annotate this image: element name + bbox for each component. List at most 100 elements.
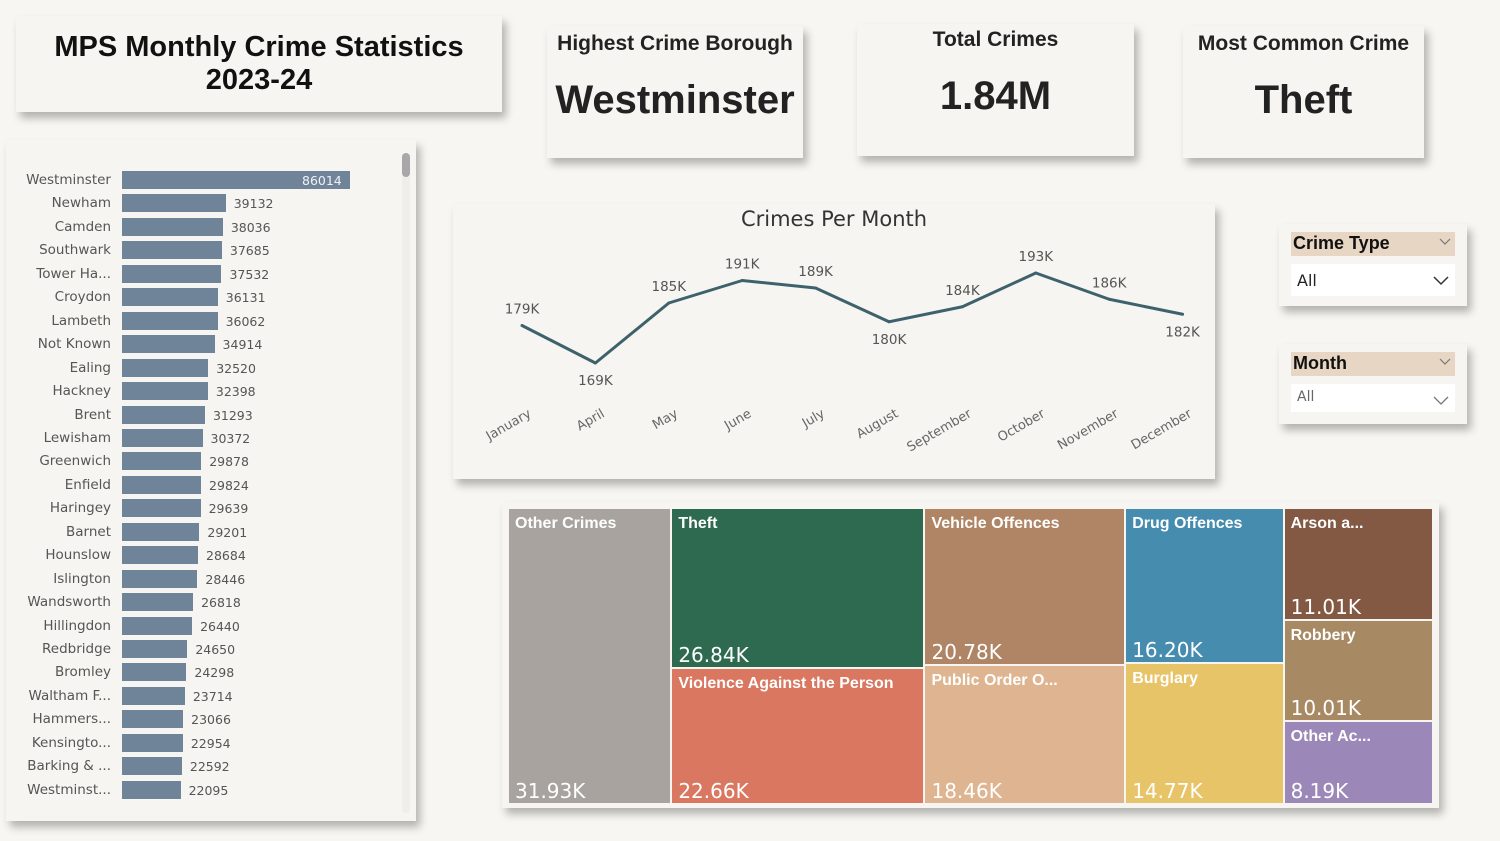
- slicer-header[interactable]: Month: [1291, 352, 1455, 376]
- bar[interactable]: [122, 217, 223, 236]
- bar[interactable]: [122, 569, 198, 588]
- bar-row[interactable]: Bromley 24298: [0, 662, 400, 682]
- bar-row[interactable]: Hammers... 23066: [0, 709, 400, 729]
- bar[interactable]: [122, 733, 183, 752]
- bar-category-label: Wandsworth: [27, 594, 111, 611]
- chevron-down-icon[interactable]: [1439, 356, 1451, 368]
- bar-row[interactable]: Islington 28446: [0, 569, 400, 589]
- bar-data-label: 36131: [225, 290, 266, 306]
- bar[interactable]: [122, 311, 218, 330]
- bar-row[interactable]: Barnet 29201: [0, 522, 400, 542]
- bar-category-label: Waltham F...: [28, 687, 111, 704]
- chevron-down-icon[interactable]: [1439, 236, 1451, 248]
- bar-category-label: Westminst...: [27, 781, 111, 798]
- treemap-tile[interactable]: Theft 26.84K: [671, 508, 925, 669]
- bar[interactable]: [122, 640, 188, 658]
- bar[interactable]: [122, 686, 185, 705]
- bar[interactable]: [122, 452, 202, 471]
- x-tick-label: November: [1055, 406, 1122, 453]
- data-point[interactable]: [887, 320, 891, 324]
- treemap-tile[interactable]: Burglary 14.77K: [1125, 662, 1284, 804]
- data-point[interactable]: [1107, 297, 1111, 301]
- bar-row[interactable]: Not Known 34914: [0, 334, 400, 354]
- crime-type-dropdown[interactable]: All: [1291, 264, 1455, 296]
- treemap-tile-label: Theft: [678, 515, 718, 532]
- bar[interactable]: [122, 405, 205, 424]
- bar-chart-scrollbar-thumb[interactable]: [402, 153, 410, 177]
- data-point[interactable]: [740, 279, 744, 282]
- treemap-tile[interactable]: Arson a... 11.01K: [1283, 508, 1433, 620]
- bar-chart-scrollbar-track[interactable]: [402, 153, 410, 813]
- bar-row[interactable]: Enfield 29824: [0, 475, 400, 495]
- bar[interactable]: [122, 593, 194, 612]
- data-point[interactable]: [593, 361, 597, 365]
- treemap-tile-value: 18.46K: [931, 778, 1002, 803]
- x-tick-label: January: [483, 406, 534, 444]
- series-line[interactable]: [521, 271, 1183, 365]
- data-label: 182K: [1165, 324, 1201, 340]
- bar[interactable]: [122, 663, 187, 682]
- data-point[interactable]: [814, 286, 818, 290]
- bar-row[interactable]: Haringey 29639: [0, 498, 400, 518]
- bar[interactable]: [122, 499, 201, 518]
- bar-data-label: 31293: [212, 407, 253, 423]
- data-point[interactable]: [1181, 312, 1185, 316]
- bar-row[interactable]: Wandsworth 26818: [0, 592, 400, 612]
- bar-category-label: Enfield: [64, 476, 111, 493]
- treemap-tile[interactable]: Public Order O... 18.46K: [924, 664, 1126, 804]
- bar[interactable]: [122, 241, 222, 260]
- data-point[interactable]: [1034, 271, 1038, 275]
- bar-row[interactable]: Tower Ha... 37532: [0, 264, 400, 284]
- data-point[interactable]: [667, 301, 671, 305]
- bar[interactable]: [122, 546, 199, 565]
- bar[interactable]: [122, 264, 222, 283]
- bar[interactable]: [122, 335, 215, 354]
- bar-row[interactable]: Westminster 86014: [0, 170, 400, 190]
- bar-row[interactable]: Hillingdon 26440: [0, 616, 400, 636]
- treemap-tile[interactable]: Violence Against the Person 22.66K: [671, 668, 925, 804]
- bar-row[interactable]: Kensingto... 22954: [0, 733, 400, 753]
- month-dropdown[interactable]: All: [1291, 384, 1455, 412]
- bar-row[interactable]: Lewisham 30372: [0, 428, 400, 448]
- bar-row[interactable]: Brent 31293: [0, 405, 400, 425]
- treemap-tile[interactable]: Robbery 10.01K: [1283, 619, 1433, 721]
- treemap-tile[interactable]: Vehicle Offences 20.78K: [924, 508, 1126, 665]
- bar-row[interactable]: Lambeth 36062: [0, 311, 400, 331]
- bar[interactable]: [122, 757, 182, 776]
- data-point[interactable]: [520, 324, 524, 327]
- bar-row[interactable]: Greenwich 29878: [0, 451, 400, 471]
- treemap-tile-value: 10.01K: [1290, 695, 1361, 720]
- bar[interactable]: [122, 358, 209, 377]
- treemap-tile-label: Burglary: [1132, 669, 1198, 687]
- bar-row[interactable]: Newham 39132: [0, 193, 400, 213]
- bar[interactable]: [122, 171, 350, 189]
- bar-row[interactable]: Waltham F... 23714: [0, 686, 400, 706]
- bar[interactable]: [122, 428, 203, 447]
- bar-row[interactable]: Ealing 32520: [0, 358, 400, 378]
- bar-data-label: 23714: [192, 688, 233, 704]
- bar-row[interactable]: Southwark 37685: [0, 240, 400, 260]
- bar[interactable]: [122, 475, 202, 494]
- bar[interactable]: [122, 710, 184, 729]
- bar-row[interactable]: Hackney 32398: [0, 381, 400, 401]
- bar[interactable]: [122, 382, 208, 401]
- bar[interactable]: [122, 616, 193, 635]
- bar-row[interactable]: Westminst... 22095: [0, 780, 400, 800]
- bar-row[interactable]: Croydon 36131: [0, 287, 400, 307]
- bar-category-label: Southwark: [39, 242, 111, 259]
- treemap-tile[interactable]: Drug Offences 16.20K: [1125, 508, 1284, 663]
- bar-row[interactable]: Redbridge 24650: [0, 639, 400, 659]
- bar[interactable]: [122, 288, 218, 307]
- data-point[interactable]: [960, 305, 964, 309]
- treemap-tile[interactable]: Other Crimes 31.93K: [508, 508, 672, 804]
- bar[interactable]: [122, 194, 226, 213]
- bar[interactable]: [122, 522, 200, 541]
- slicer-header[interactable]: Crime Type: [1291, 232, 1455, 256]
- bar-category-label: Croydon: [54, 289, 111, 306]
- bar-row[interactable]: Camden 38036: [0, 217, 400, 237]
- bar[interactable]: [122, 780, 181, 799]
- bar-data-label: 39132: [233, 196, 274, 212]
- treemap-tile[interactable]: Other Ac... 8.19K: [1283, 721, 1433, 804]
- bar-row[interactable]: Barking & ... 22592: [0, 756, 400, 776]
- bar-row[interactable]: Hounslow 28684: [0, 545, 400, 565]
